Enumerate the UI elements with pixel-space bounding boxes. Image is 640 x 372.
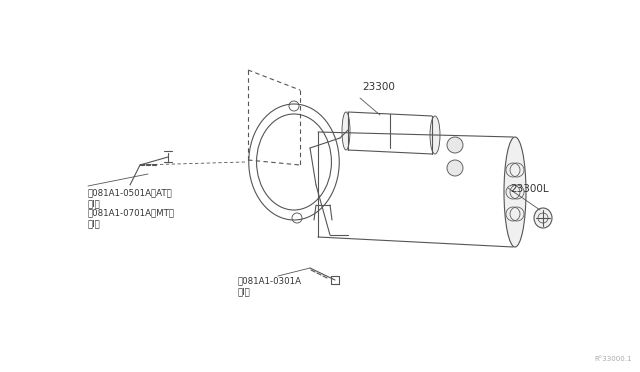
Ellipse shape: [504, 137, 526, 247]
Ellipse shape: [534, 208, 552, 228]
Text: 23300: 23300: [362, 82, 395, 92]
Ellipse shape: [430, 116, 440, 154]
Ellipse shape: [342, 112, 350, 150]
Text: Ⓑ081A1-0301A
（I）: Ⓑ081A1-0301A （I）: [238, 276, 302, 297]
Text: Ⓑ081A1-0701A（MT）
（I）: Ⓑ081A1-0701A（MT） （I）: [88, 208, 175, 229]
Text: 23300L: 23300L: [510, 184, 548, 194]
Text: Ⓑ081A1-0501A（AT）
（I）: Ⓑ081A1-0501A（AT） （I）: [88, 188, 173, 209]
Circle shape: [447, 137, 463, 153]
Text: R°33000.1: R°33000.1: [595, 356, 632, 362]
Circle shape: [447, 160, 463, 176]
